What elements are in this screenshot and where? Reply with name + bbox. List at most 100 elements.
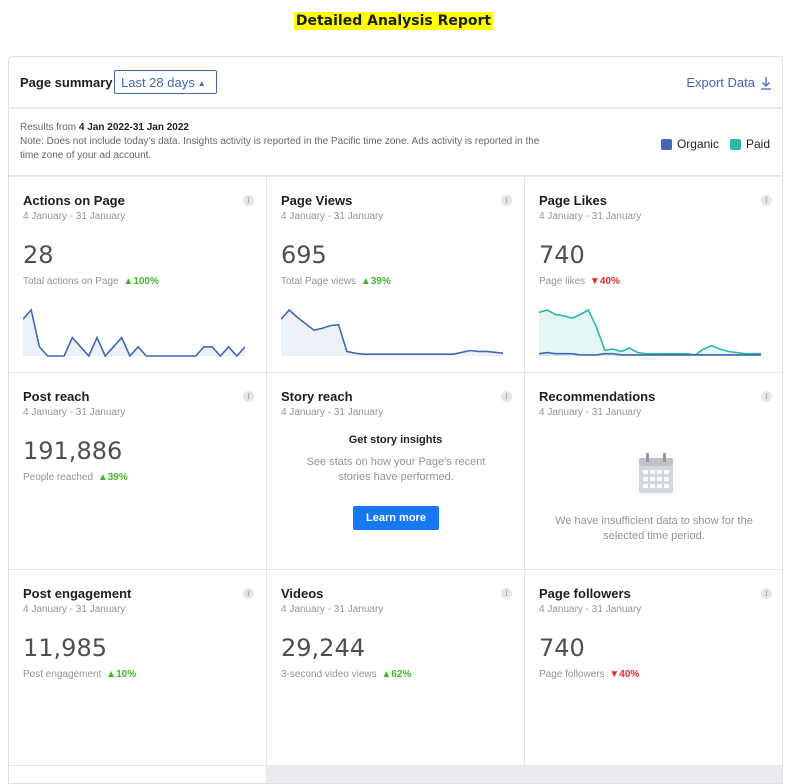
report-title-wrap: Detailed Analysis Report [0,12,787,30]
card-title: Page followers [539,586,631,601]
card-actions-on-page[interactable]: Actions on Page 4 January - 31 January i… [9,177,267,373]
info-icon[interactable]: i [501,391,512,402]
paid-series-area [539,310,761,356]
card-page-likes[interactable]: Page Likes 4 January - 31 January i 740 … [525,177,782,373]
card-date: 4 January - 31 January [281,211,384,222]
change-down-indicator: ▼40% [589,276,620,287]
card-post-reach[interactable]: Post reach 4 January - 31 January i 191,… [9,373,267,570]
change-up-indicator: ▲100% [123,276,159,287]
card-date: 4 January - 31 January [539,407,642,418]
metric-subline: People reached ▲39% [23,472,128,483]
organic-series-line [281,308,503,356]
chart-legend: Organic Paid [650,137,770,151]
note-line-2: Note: Does not include today's data. Ins… [20,136,540,147]
change-value: 100% [133,276,159,287]
sparkline-engagement [23,700,245,752]
metric-value: 11,985 [23,634,107,662]
organic-series-area [23,310,245,356]
change-up-indicator: ▲39% [97,472,128,483]
change-value: 62% [391,669,412,680]
results-range: 4 Jan 2022-31 Jan 2022 [78,122,189,133]
export-data-label: Export Data [686,75,755,90]
report-title: Detailed Analysis Report [293,12,494,30]
metric-value: 29,244 [281,634,365,662]
info-icon[interactable]: i [243,195,254,206]
metric-label: People reached [23,472,94,483]
sparkline-followers [539,700,761,752]
story-insights-description: See stats on how your Page's recent stor… [306,456,486,483]
organic-label: Organic [676,137,719,151]
sparkline-actions [23,308,245,358]
card-date: 4 January - 31 January [539,604,642,615]
change-value: 40% [599,276,620,287]
sparkline-reach [23,503,245,555]
insufficient-data-message: We have insufficient data to show for th… [555,515,753,542]
results-range-line: Results from 4 Jan 2022-31 Jan 2022 [20,122,189,133]
organic-swatch [660,138,672,150]
metric-subline: Page likes ▼40% [539,276,620,287]
metric-value: 191,886 [23,437,123,465]
change-value: 10% [116,669,137,680]
card-date: 4 January - 31 January [23,211,126,222]
metric-value: 740 [539,241,585,269]
card-post-engagement[interactable]: Post engagement 4 January - 31 January i… [9,570,267,766]
page-summary-label: Page summary [20,75,113,90]
change-up-indicator: ▲62% [381,669,412,680]
card-page-views[interactable]: Page Views 4 January - 31 January i 695 … [267,177,525,373]
organic-series-line [539,351,761,356]
results-prefix: Results from [20,122,77,133]
card-title: Page Views [281,193,353,208]
metric-subline: 3-second video views ▲62% [281,669,411,680]
download-icon [761,76,771,90]
change-down-indicator: ▼40% [609,669,640,680]
metric-value: 695 [281,241,327,269]
info-icon[interactable]: i [761,588,772,599]
card-title: Recommendations [539,389,656,404]
next-card-stub [9,766,267,783]
info-icon[interactable]: i [243,391,254,402]
export-data-link[interactable]: Export Data [686,75,772,90]
info-icon[interactable]: i [501,195,512,206]
card-title: Post engagement [23,586,132,601]
paid-series-line [539,308,761,356]
results-note: Results from 4 Jan 2022-31 Jan 2022 Note… [9,109,782,176]
change-value: 40% [619,669,640,680]
select-arrows-icon: ▲︎ [197,79,206,88]
sparkline-views [281,308,503,356]
change-up-indicator: ▲10% [106,669,137,680]
page-summary-panel: Page summary Last 28 days ▲︎ Export Data … [8,56,783,784]
info-icon[interactable]: i [501,588,512,599]
summary-header: Page summary Last 28 days ▲︎ Export Data [9,57,782,108]
sparkline-videos [281,700,503,752]
card-date: 4 January - 31 January [281,407,384,418]
paid-swatch [729,138,741,150]
legend-organic: Organic [660,137,719,151]
card-date: 4 January - 31 January [281,604,384,615]
change-value: 39% [107,472,128,483]
date-range-select[interactable]: Last 28 days ▲︎ [114,70,217,94]
info-icon[interactable]: i [243,588,254,599]
info-icon[interactable]: i [761,195,772,206]
metric-label: Total Page views [281,276,357,287]
card-date: 4 January - 31 January [539,211,642,222]
metric-subline: Total actions on Page ▲100% [23,276,159,287]
note-line-3: time zone of your ad account. [20,150,152,161]
organic-series-line [23,308,245,358]
card-page-followers[interactable]: Page followers 4 January - 31 January i … [525,570,782,766]
card-videos[interactable]: Videos 4 January - 31 January i 29,244 3… [267,570,525,766]
card-title: Page Likes [539,193,607,208]
paid-label: Paid [745,137,770,151]
metric-label: Page likes [539,276,586,287]
info-icon[interactable]: i [761,391,772,402]
metric-label: Total actions on Page [23,276,119,287]
sparkline-likes [539,308,761,356]
card-title: Videos [281,586,324,601]
legend-paid: Paid [729,137,770,151]
card-recommendations: Recommendations 4 January - 31 January i… [525,373,782,570]
metric-value: 28 [23,241,54,269]
date-range-value: Last 28 days [121,75,195,90]
learn-more-button[interactable]: Learn more [353,506,439,530]
card-date: 4 January - 31 January [23,407,126,418]
organic-series-area [281,310,503,356]
metric-subline: Post engagement ▲10% [23,669,136,680]
